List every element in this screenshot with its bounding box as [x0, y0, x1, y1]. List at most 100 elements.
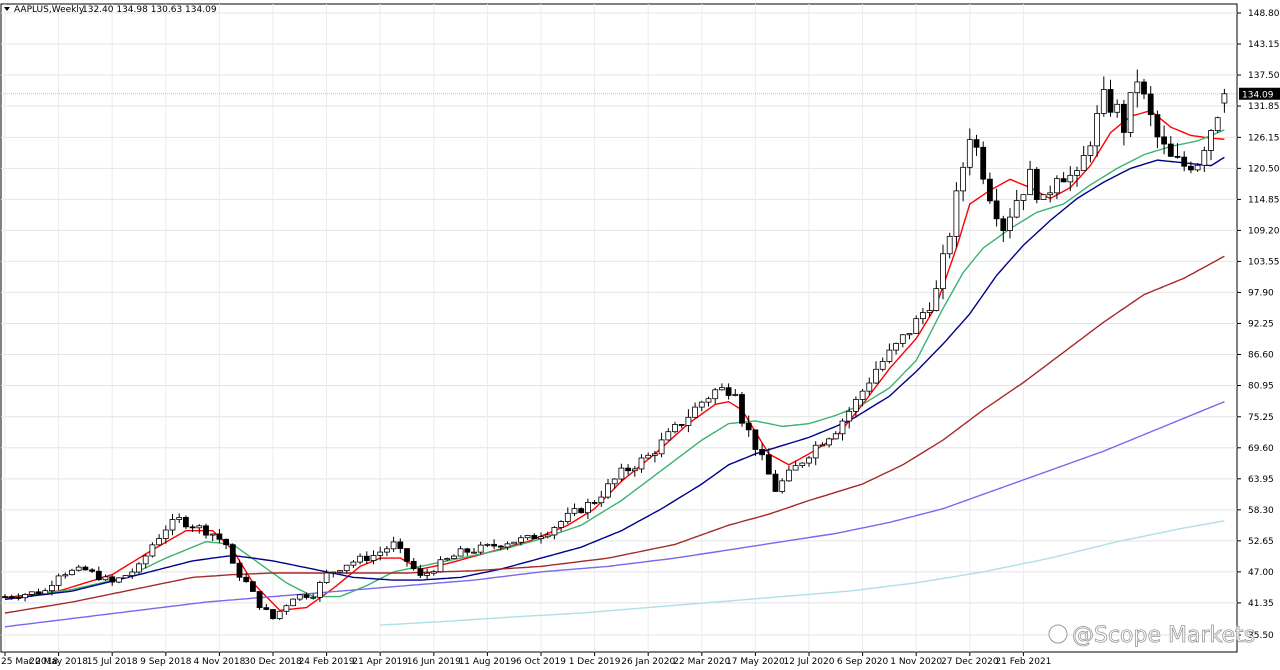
candle [316, 580, 323, 602]
candle-body-up [1047, 192, 1054, 196]
y-tick-label: 114.85 [1248, 195, 1280, 205]
candle-body-up [672, 424, 678, 433]
candle [1027, 160, 1033, 196]
candle [1127, 92, 1134, 138]
collapse-arrow-icon[interactable] [4, 7, 10, 11]
ma-brown-line [4, 255, 1225, 614]
candle-body-up [551, 527, 558, 536]
candle-body-up [377, 551, 384, 556]
candle-body-up [444, 558, 451, 561]
last-price-box [1239, 87, 1280, 100]
candle [638, 454, 645, 473]
candle-body-down [363, 555, 370, 561]
candle [531, 533, 538, 540]
candle-body-up [1214, 117, 1221, 131]
candle-body-up [933, 288, 940, 311]
candle-body-up [276, 610, 283, 619]
candle-body-up [296, 594, 303, 600]
candle-body-down [987, 178, 993, 202]
candle-body-up [1027, 168, 1033, 196]
candle-body-up [571, 508, 578, 514]
candle-body-up [484, 543, 491, 546]
candle-body-up [920, 312, 926, 320]
candle-body-up [812, 444, 819, 459]
candle-body-up [879, 361, 886, 370]
candle [786, 465, 792, 482]
candle-body-up [1013, 200, 1020, 218]
candle [75, 564, 82, 572]
candle [95, 566, 102, 581]
x-tick-label: 16 Jun 2019 [407, 657, 461, 667]
candle [437, 556, 444, 573]
candle-body-down [216, 533, 223, 540]
ma-red-line [4, 109, 1225, 612]
candle-body-down [404, 548, 410, 562]
candle-body-up [705, 398, 712, 403]
candle-body-up [310, 596, 317, 599]
candle [477, 541, 484, 555]
candle [518, 535, 524, 546]
candle [363, 551, 370, 565]
candle-body-down [1033, 168, 1040, 200]
candle-body-up [913, 318, 920, 334]
candle [739, 392, 745, 427]
y-tick-label: 69.60 [1248, 444, 1274, 454]
candle-body-up [1067, 174, 1074, 183]
candle-body-down [109, 576, 116, 583]
candle-body-up [457, 548, 464, 557]
candle [544, 531, 551, 539]
candle-body-up [886, 349, 893, 362]
candle [631, 466, 638, 477]
candle [725, 383, 732, 400]
candle-body-up [1127, 92, 1134, 133]
x-tick-label: 6 Oct 2019 [516, 657, 566, 667]
candle-body-up [116, 577, 122, 583]
candle [511, 541, 518, 545]
candle [1094, 105, 1100, 157]
candle-body-up [49, 584, 55, 592]
candle [424, 568, 431, 580]
candle [35, 588, 42, 595]
candle-body-up [618, 467, 625, 480]
candle-body-down [89, 569, 95, 572]
candle [270, 609, 276, 620]
candle [1194, 163, 1201, 172]
candle [15, 593, 22, 601]
candle-body-down [15, 597, 22, 599]
candle [953, 182, 960, 248]
candle-body-down [759, 449, 765, 456]
candle-body-down [1154, 114, 1161, 138]
candle [618, 463, 625, 482]
candle [390, 536, 397, 552]
candle [625, 464, 631, 475]
candle [1074, 166, 1080, 187]
candle [819, 442, 826, 447]
candle [920, 307, 926, 325]
candle [22, 593, 29, 602]
ohlc-values: 132.40 134.98 130.63 134.09 [82, 5, 217, 15]
candle-body-up [524, 535, 531, 539]
candle [611, 478, 618, 489]
candle [993, 188, 1000, 227]
ma-navy-line [4, 156, 1225, 600]
candle-body-up [209, 533, 216, 536]
y-tick-label: 109.20 [1248, 226, 1280, 236]
candle [1134, 69, 1141, 108]
candle [49, 580, 55, 596]
candle [826, 437, 832, 448]
candle [732, 389, 739, 397]
candle-body-down [980, 146, 987, 180]
candle [1013, 189, 1020, 219]
candle-body-up [149, 544, 156, 557]
candle-body-up [122, 575, 129, 579]
candle [249, 580, 256, 592]
candle-body-up [799, 462, 806, 466]
candle [752, 429, 759, 456]
candle-body-up [832, 433, 839, 440]
candle [62, 572, 69, 579]
candle-body-down [464, 548, 471, 553]
y-tick-label: 97.90 [1248, 288, 1274, 298]
candle [980, 141, 987, 185]
